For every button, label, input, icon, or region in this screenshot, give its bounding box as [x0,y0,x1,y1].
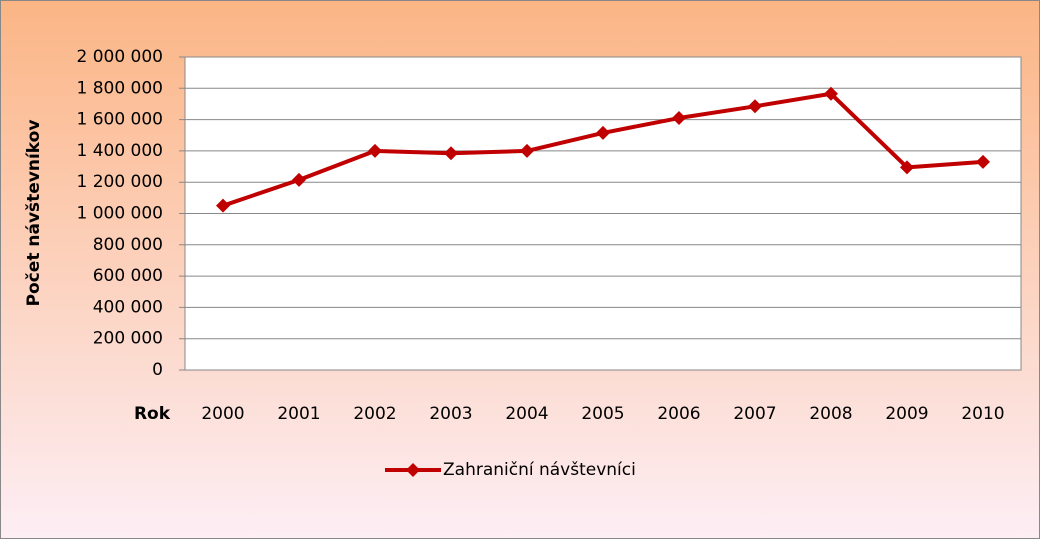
x-tick-label: 2003 [429,404,472,424]
x-tick-label: 2006 [657,404,700,424]
y-tick-label: 1 400 000 [76,141,163,161]
data-point [368,143,382,158]
y-tick-label: 1 800 000 [76,78,163,98]
x-tick-label: 2007 [733,404,776,424]
data-point [292,172,306,187]
data-point [976,154,990,169]
y-tick-label: 200 000 [93,329,163,349]
x-tick-label: 2010 [961,404,1004,424]
x-tick-label: 2004 [505,404,548,424]
y-tick-label: 0 [152,360,163,380]
x-tick-label: 2001 [277,404,320,424]
data-point [748,99,762,114]
data-point [596,125,610,140]
data-point [900,160,914,175]
y-tick-label: 600 000 [93,266,163,286]
x-tick-label: 2002 [353,404,396,424]
y-tick-label: 400 000 [93,297,163,317]
data-point [672,111,686,126]
x-tick-label: 2009 [885,404,928,424]
legend-label: Zahraniční návštevníci [443,460,636,480]
x-tick-label: 2000 [201,404,244,424]
x-tick-label: 2008 [809,404,852,424]
data-point [824,86,838,101]
data-point [444,146,458,161]
y-tick-label: 2 000 000 [76,47,163,67]
y-tick-label: 1 000 000 [76,204,163,224]
data-point [216,198,230,213]
y-tick-label: 1 600 000 [76,110,163,130]
legend-marker [406,463,420,477]
data-point [520,143,534,158]
y-axis-label: Počet návštevníkov [24,120,44,307]
y-tick-label: 1 200 000 [76,172,163,192]
y-tick-label: 800 000 [93,235,163,255]
x-tick-label: 2005 [581,404,624,424]
x-axis-label: Rok [134,404,171,424]
